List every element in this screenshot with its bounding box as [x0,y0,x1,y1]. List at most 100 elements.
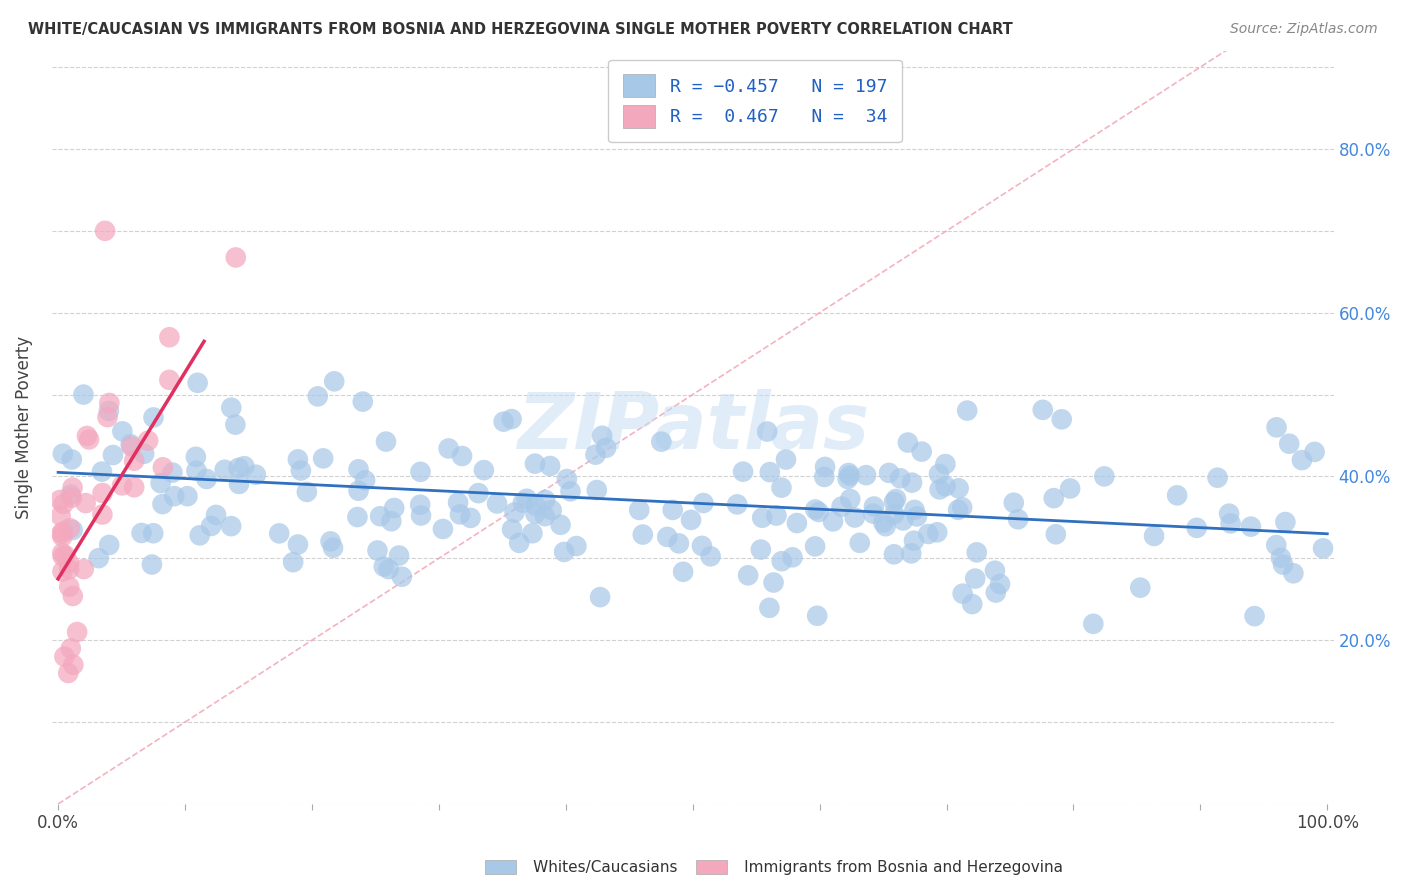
Point [409,498,432,512]
Point [1303,445,1326,459]
Point [347,462,370,476]
Point [984,564,1007,578]
Point [142,526,165,541]
Point [375,434,398,449]
Point [821,515,844,529]
Point [839,492,862,507]
Point [962,597,984,611]
Point [486,496,509,510]
Point [373,559,395,574]
Point [188,528,211,542]
Point [58,562,80,576]
Point [87,551,110,566]
Point [813,470,835,484]
Point [897,435,920,450]
Point [409,508,432,523]
Point [134,447,156,461]
Point [758,600,780,615]
Point [492,415,515,429]
Point [884,491,907,506]
Point [149,476,172,491]
Text: WHITE/CAUCASIAN VS IMMIGRANTS FROM BOSNIA AND HERZEGOVINA SINGLE MOTHER POVERTY : WHITE/CAUCASIAN VS IMMIGRANTS FROM BOSNI… [28,22,1012,37]
Point [540,503,562,517]
Point [1206,471,1229,485]
Point [848,536,870,550]
Point [111,478,134,492]
Point [946,503,969,517]
Point [1278,436,1301,450]
Point [524,499,547,513]
Point [589,590,612,604]
Point [187,376,209,390]
Point [883,507,905,521]
Point [1129,581,1152,595]
Point [935,479,957,493]
Point [346,510,368,524]
Point [804,502,827,516]
Point [534,509,557,524]
Point [560,484,582,499]
Point [956,403,979,417]
Point [782,550,804,565]
Point [62,523,84,537]
Point [1274,515,1296,529]
Y-axis label: Single Mother Poverty: Single Mother Poverty [15,335,32,519]
Point [855,468,877,483]
Point [523,457,546,471]
Point [503,506,526,520]
Point [903,533,925,548]
Point [98,538,121,552]
Point [205,508,228,522]
Point [872,516,894,530]
Point [807,505,830,519]
Point [668,536,690,550]
Point [928,483,950,497]
Point [501,522,523,536]
Point [1291,453,1313,467]
Point [692,496,714,510]
Point [806,608,828,623]
Point [97,404,120,418]
Point [1083,616,1105,631]
Point [1143,529,1166,543]
Point [77,433,100,447]
Point [51,565,73,579]
Point [837,466,859,480]
Point [152,497,174,511]
Point [905,509,928,524]
Point [447,495,470,509]
Point [152,460,174,475]
Point [52,497,75,511]
Point [952,587,974,601]
Point [214,463,236,477]
Point [200,519,222,533]
Point [1240,519,1263,533]
Point [522,526,544,541]
Point [950,500,973,515]
Point [91,508,114,522]
Point [460,511,482,525]
Point [58,665,80,680]
Point [565,539,588,553]
Point [312,451,335,466]
Point [595,441,617,455]
Point [55,549,77,563]
Point [814,459,837,474]
Point [60,452,83,467]
Point [751,510,773,524]
Point [287,452,309,467]
Point [756,425,779,439]
Point [1045,527,1067,541]
Point [534,492,557,507]
Point [391,570,413,584]
Point [901,475,924,490]
Point [388,549,411,563]
Point [245,467,267,482]
Point [58,580,80,594]
Point [319,534,342,549]
Point [290,463,312,477]
Point [628,503,651,517]
Point [66,625,89,640]
Point [1050,412,1073,426]
Point [863,500,886,514]
